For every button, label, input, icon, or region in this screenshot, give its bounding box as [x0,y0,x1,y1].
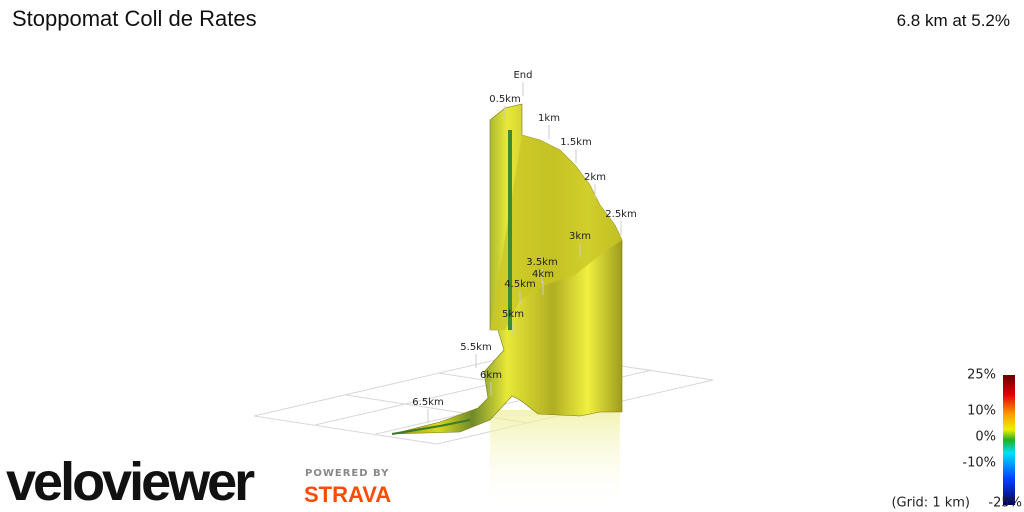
legend-label: 0% [975,430,996,445]
grid-note: (Grid: 1 km) [891,496,970,511]
km-label: 3.5km [526,257,557,268]
km-label: 6.5km [412,397,443,408]
km-label: 5.5km [460,342,491,353]
reflection [490,410,620,512]
km-label: 4km [532,269,554,280]
km-label: 2km [584,172,606,183]
ground-grid [253,351,714,445]
legend-label: -25% [988,496,1022,511]
km-label: 1.5km [560,137,591,148]
gradient-scale [1003,375,1015,505]
km-label: 3km [569,231,591,242]
ribbon-fold [490,135,622,330]
legend-label: 10% [967,404,996,419]
km-label: 1km [538,113,560,124]
ribbon-start [391,419,471,435]
powered-by: POWERED BY [305,468,389,479]
summary: 6.8 km at 5.2% [897,11,1010,30]
title: Stoppomat Coll de Rates [12,6,257,31]
km-label: 2.5km [605,209,636,220]
km-label: 0.5km [489,94,520,105]
strava-logo: STRAVA [304,482,391,507]
veloviewer-logo: veloviewer [6,452,255,512]
km-label: 5km [502,309,524,320]
km-label: 6km [480,370,502,381]
legend-label: 25% [967,368,996,383]
km-label: End [513,70,532,81]
km-label: 4.5km [504,279,535,290]
legend-label: -10% [962,456,996,471]
